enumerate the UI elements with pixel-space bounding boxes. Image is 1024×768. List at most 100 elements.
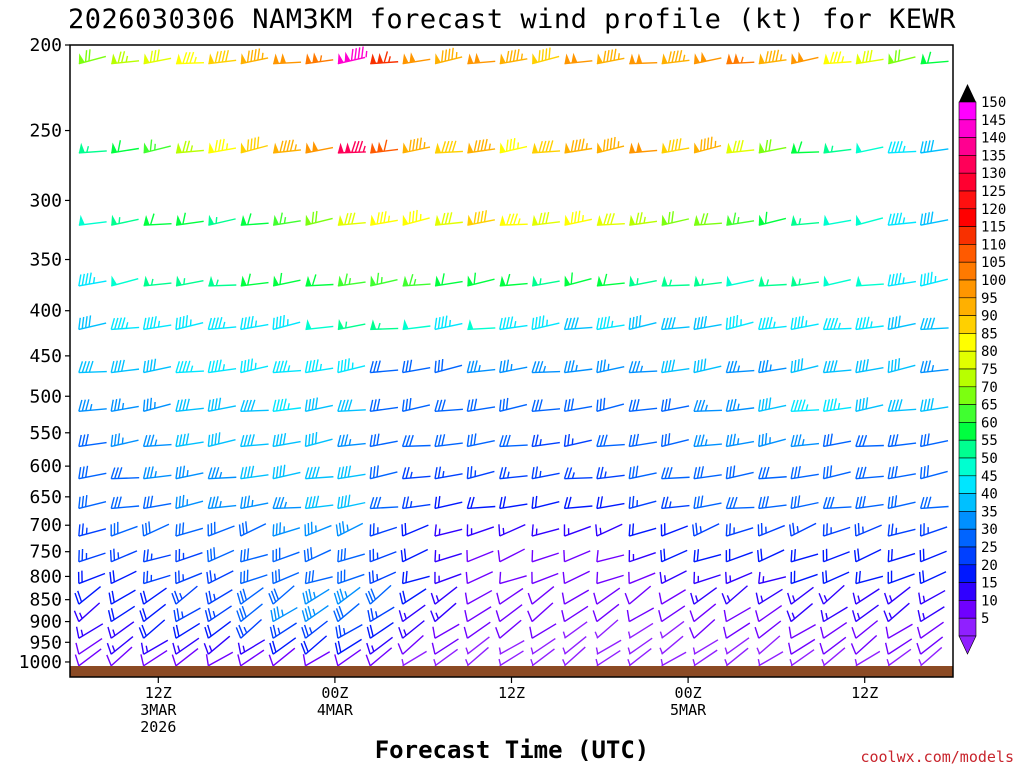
wind-barb [726,275,754,287]
wind-barb [789,649,815,667]
wind-barb [692,522,720,537]
wind-barb [561,589,590,605]
wind-barb [207,432,236,448]
wind-barb [78,495,107,510]
wind-barb [689,603,717,623]
wind-barb [78,214,107,226]
wind-barb [822,523,851,537]
wind-barb [305,274,334,287]
wind-barb [78,360,107,374]
wind-barb [434,273,463,287]
colorbar-swatch [958,226,977,245]
wind-barb [270,606,298,623]
wind-barb [78,465,107,480]
wind-barb [208,50,237,65]
wind-barb [499,496,528,510]
wind-barb [467,272,495,287]
wind-barb [400,548,429,563]
wind-barb [268,585,295,605]
wind-barb [142,570,171,585]
wind-barb [305,210,333,226]
wind-barb [139,603,167,623]
wind-barb [627,622,654,639]
wind-barb [595,649,621,667]
wind-barb [855,434,884,448]
wind-barb [272,212,301,226]
wind-barb [240,136,268,154]
y-tick-label: 500 [29,386,62,407]
wind-barb [401,359,431,374]
y-tick-label: 750 [29,542,62,563]
wind-barb [660,496,690,510]
wind-barb [887,434,917,448]
wind-barb [337,140,366,154]
wind-barb [175,51,204,65]
wind-barb [791,275,819,287]
wind-barb [562,570,590,585]
wind-barb [175,548,203,563]
wind-barb [140,639,169,655]
wind-barb [208,275,237,287]
wind-barb [790,570,818,585]
wind-barb [851,620,879,639]
wind-barb [398,604,426,623]
wind-barb [853,548,882,563]
wind-barb [755,604,783,623]
wind-barb [692,649,718,667]
wind-barb [499,49,528,65]
colorbar-swatch [958,457,977,477]
wind-barb [207,466,237,480]
wind-barb [110,398,139,412]
wind-barb [758,359,787,374]
colorbar-label: 95 [981,291,998,307]
wind-barb [369,360,399,374]
wind-barb [661,211,690,226]
wind-barb [755,588,783,605]
wind-barb [693,315,722,331]
wind-barb [596,496,625,510]
y-tick-label: 700 [29,515,62,536]
wind-barb [302,651,331,667]
wind-barb [337,46,368,65]
wind-barb [660,548,688,563]
colorbar-top-arrow [959,84,976,102]
colorbar-swatch [958,333,977,352]
colorbar-swatch [958,190,977,210]
wind-barb [497,548,525,563]
wind-barb [304,397,334,412]
wind-barb [919,211,949,226]
wind-barb [596,48,625,65]
wind-barb [725,496,755,510]
wind-barb [205,589,233,605]
wind-barb [855,275,884,287]
wind-barb [628,550,656,563]
colorbar-label: 85 [981,326,998,342]
y-tick-label: 850 [29,590,62,611]
wind-barb [660,466,690,480]
wind-barb [823,214,852,226]
wind-barb [629,212,658,226]
wind-barb [171,647,199,667]
colorbar-swatch [958,404,977,423]
wind-barb [204,605,232,623]
wind-barb [596,434,625,448]
wind-barb [887,315,916,331]
wind-barb [466,524,495,537]
wind-barb [495,604,523,623]
colorbar-label: 110 [981,237,1006,253]
wind-barb [564,138,593,154]
wind-barb [337,273,366,287]
colorbar-label: 150 [981,95,1006,111]
wind-barb [303,547,332,563]
wind-barb [884,638,913,655]
colorbar-label: 55 [981,433,998,449]
wind-barb [304,359,334,374]
wind-barb [499,316,528,331]
wind-barb [78,49,107,65]
wind-barb [430,602,457,623]
wind-barb [370,272,398,287]
wind-barb [175,140,204,154]
wind-barb [660,398,690,412]
wind-barb [822,548,850,563]
wind-barb [272,464,301,480]
